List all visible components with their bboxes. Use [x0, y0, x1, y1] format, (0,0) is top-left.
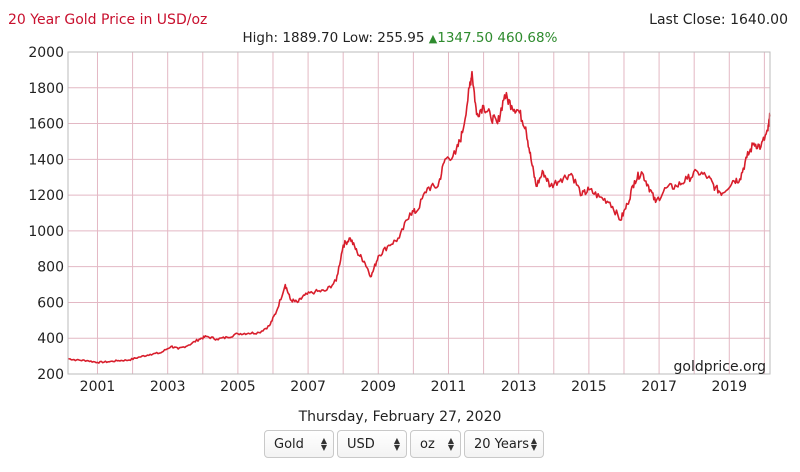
change-value: 1347.50	[437, 30, 494, 46]
last-close-value: 1640.00	[730, 12, 788, 28]
x-tick-label: 2019	[711, 379, 747, 395]
y-tick-label: 1600	[28, 117, 64, 133]
high-value: 1889.70	[282, 30, 339, 46]
last-close-label: Last Close:	[649, 12, 726, 28]
chart-title: 20 Year Gold Price in USD/oz	[8, 12, 208, 28]
unit-select-value: oz	[420, 436, 435, 452]
x-tick-label: 2001	[80, 379, 116, 395]
x-tick-label: 2011	[431, 379, 467, 395]
chart-date: Thursday, February 27, 2020	[298, 409, 502, 425]
metal-select-value: Gold	[274, 436, 304, 452]
period-select[interactable]: 20 Years ▲ ▼	[464, 430, 544, 458]
y-tick-label: 600	[37, 295, 64, 311]
price-stats: High: 1889.70 Low: 255.95 ▲1347.50 460.6…	[0, 30, 800, 46]
y-tick-label: 1200	[28, 188, 64, 204]
y-tick-label: 1800	[28, 81, 64, 97]
x-tick-label: 2013	[501, 379, 537, 395]
low-value: 255.95	[377, 30, 425, 46]
select-arrows-icon: ▲ ▼	[447, 436, 454, 452]
period-select-value: 20 Years	[474, 436, 529, 452]
series-layer	[67, 70, 771, 364]
unit-select[interactable]: oz ▲ ▼	[410, 430, 461, 458]
y-tick-label: 400	[37, 331, 64, 347]
currency-select[interactable]: USD ▲ ▼	[337, 430, 407, 458]
x-tick-label: 2005	[220, 379, 256, 395]
select-arrows-icon: ▲ ▼	[530, 436, 537, 452]
last-close: Last Close: 1640.00	[649, 12, 788, 28]
high-label: High:	[242, 30, 279, 46]
up-arrow-icon: ▲	[428, 32, 438, 45]
plot-frame	[67, 51, 771, 375]
x-tick-label: 2003	[150, 379, 186, 395]
y-tick-label: 200	[37, 367, 64, 383]
y-tick-label: 1400	[28, 152, 64, 168]
gold-price-line	[67, 70, 771, 364]
x-tick-label: 2015	[571, 379, 607, 395]
grid-lines	[68, 51, 770, 375]
select-arrows-icon: ▲ ▼	[393, 436, 400, 452]
x-tick-label: 2009	[360, 379, 396, 395]
change-percent: 460.68%	[497, 30, 558, 46]
y-tick-label: 800	[37, 260, 64, 276]
metal-select[interactable]: Gold ▲ ▼	[264, 430, 334, 458]
currency-select-value: USD	[347, 436, 375, 452]
y-tick-label: 1000	[28, 224, 64, 240]
select-arrows-icon: ▲ ▼	[320, 436, 327, 452]
chart-selectors: Gold ▲ ▼ USD ▲ ▼ oz ▲ ▼ 20 Years ▲ ▼	[264, 430, 544, 458]
x-tick-label: 2017	[641, 379, 677, 395]
low-label: Low:	[342, 30, 373, 46]
watermark: goldprice.org	[674, 359, 766, 375]
x-tick-label: 2007	[290, 379, 326, 395]
axis-labels: 200 400 600 800 1000 1200 1400 1600 1800 2000 2001…	[28, 45, 747, 395]
y-tick-label: 2000	[28, 45, 64, 61]
